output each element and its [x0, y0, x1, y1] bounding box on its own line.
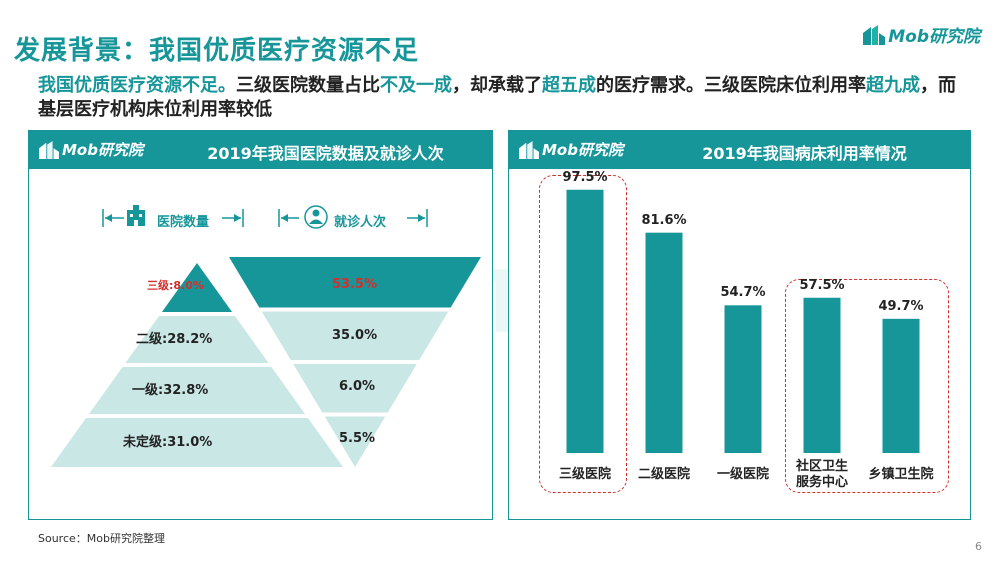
source-note: Source：Mob研究院整理: [38, 532, 165, 545]
subtitle-part: 超九成: [866, 75, 920, 96]
bar-value-label: 97.5%: [562, 169, 608, 185]
pyramid-label-unranked: 未定级:31.0%: [123, 435, 213, 450]
bar-category-label: 社区卫生 服务中心: [795, 459, 848, 490]
pyramid-panel: Mob研究院 2019年我国医院数据及就诊人次: [28, 130, 493, 520]
subtitle-part: 我国优质医疗资源不足。: [38, 75, 236, 96]
bar-value-label: 54.7%: [720, 285, 766, 301]
pyramid-layer-tier1: [88, 367, 306, 414]
page-title: 发展背景：我国优质医疗资源不足: [14, 36, 420, 66]
panel-logo: Mob研究院: [519, 139, 623, 160]
mob-logo-icon: [863, 24, 886, 45]
funnel-label-tier3: 53.5%: [332, 277, 378, 292]
mob-logo-icon: [39, 140, 59, 159]
bar-value-label: 57.5%: [799, 277, 845, 293]
hospital-icon: [127, 205, 145, 226]
panel-logo-text: Mob研究院: [62, 141, 143, 159]
subtitle-part: ，却承载了: [452, 75, 542, 96]
pyramid-label-tier1: 一级:32.8%: [132, 383, 209, 398]
pyramid-panel-header: Mob研究院 2019年我国医院数据及就诊人次: [29, 131, 492, 169]
bar-3: [724, 305, 762, 453]
subtitle-part: 超五成: [542, 75, 596, 96]
page-number: 6: [975, 540, 982, 553]
mob-logo-icon: [519, 140, 539, 159]
funnel-label-unranked: 5.5%: [339, 431, 376, 446]
bar-category-label: 乡镇卫生院: [868, 467, 934, 482]
bar-chart-svg: [566, 189, 920, 453]
subtitle-part: 三级医院数量占比: [236, 75, 380, 96]
pyramid-chart-title: 2019年我国医院数据及就诊人次: [207, 144, 444, 163]
bar-category-label: 一级医院: [716, 467, 769, 482]
brand-logo: Mob研究院: [863, 22, 980, 47]
pyramid-label-tier2: 二级:28.2%: [136, 332, 213, 347]
pyramid-chart-svg: [51, 205, 481, 467]
panel-logo: Mob研究院: [39, 139, 143, 160]
hospital-pyramid: [51, 263, 343, 467]
subtitle: 我国优质医疗资源不足。三级医院数量占比不及一成，却承载了超五成的医疗需求。三级医…: [38, 74, 968, 122]
pyramid-layer-tier2: [125, 316, 269, 363]
funnel-layer-tier1: [293, 364, 417, 413]
funnel-label-tier2: 35.0%: [332, 328, 378, 343]
bar-panel-header: Mob研究院 2019年我国病床利用率情况: [509, 131, 970, 169]
pyramid-label-tier3: 三级:8.0%: [147, 279, 204, 292]
bar-1: [566, 189, 604, 453]
highlight-box-grassroots: [785, 279, 949, 493]
bar-5: [882, 318, 920, 453]
highlight-box-tier3: [539, 175, 627, 493]
legend-hospitals-label: 医院数量: [157, 215, 210, 230]
funnel-label-tier1: 6.0%: [339, 379, 376, 394]
legend-visits-label: 就诊人次: [334, 215, 387, 230]
brand-logo-text: Mob研究院: [888, 27, 980, 47]
bar-category-label: 二级医院: [637, 467, 690, 482]
bar-category-label: 三级医院: [558, 467, 611, 482]
bar-2: [645, 232, 683, 453]
legend-bracket-hospitals: [102, 209, 244, 227]
legend-bracket-visits: [278, 209, 428, 227]
panel-logo-text: Mob研究院: [542, 141, 623, 159]
bar-value-label: 49.7%: [878, 298, 924, 314]
subtitle-part: 的医疗需求。三级医院床位利用率: [596, 75, 866, 96]
pyramid-layer-tier3: [161, 263, 233, 312]
funnel-layer-tier2: [261, 311, 449, 360]
subtitle-part: 不及一成: [380, 75, 452, 96]
pyramid-layer-unranked: [51, 418, 343, 467]
funnel-layer-unranked: [324, 416, 386, 467]
person-icon: [304, 205, 328, 229]
bar-panel: Mob研究院 2019年我国病床利用率情况 97.5% 三级医院 81.6% 二级医院…: [508, 130, 971, 520]
funnel-layer-tier3: [229, 257, 481, 308]
visits-funnel: [229, 257, 481, 467]
subtitle-part: ，而基层医疗机构床位利用率较低: [38, 75, 956, 120]
bar-4: [803, 297, 841, 453]
bar-series: [566, 189, 920, 453]
bar-value-label: 81.6%: [641, 212, 687, 228]
bar-chart-title: 2019年我国病床利用率情况: [702, 144, 907, 163]
